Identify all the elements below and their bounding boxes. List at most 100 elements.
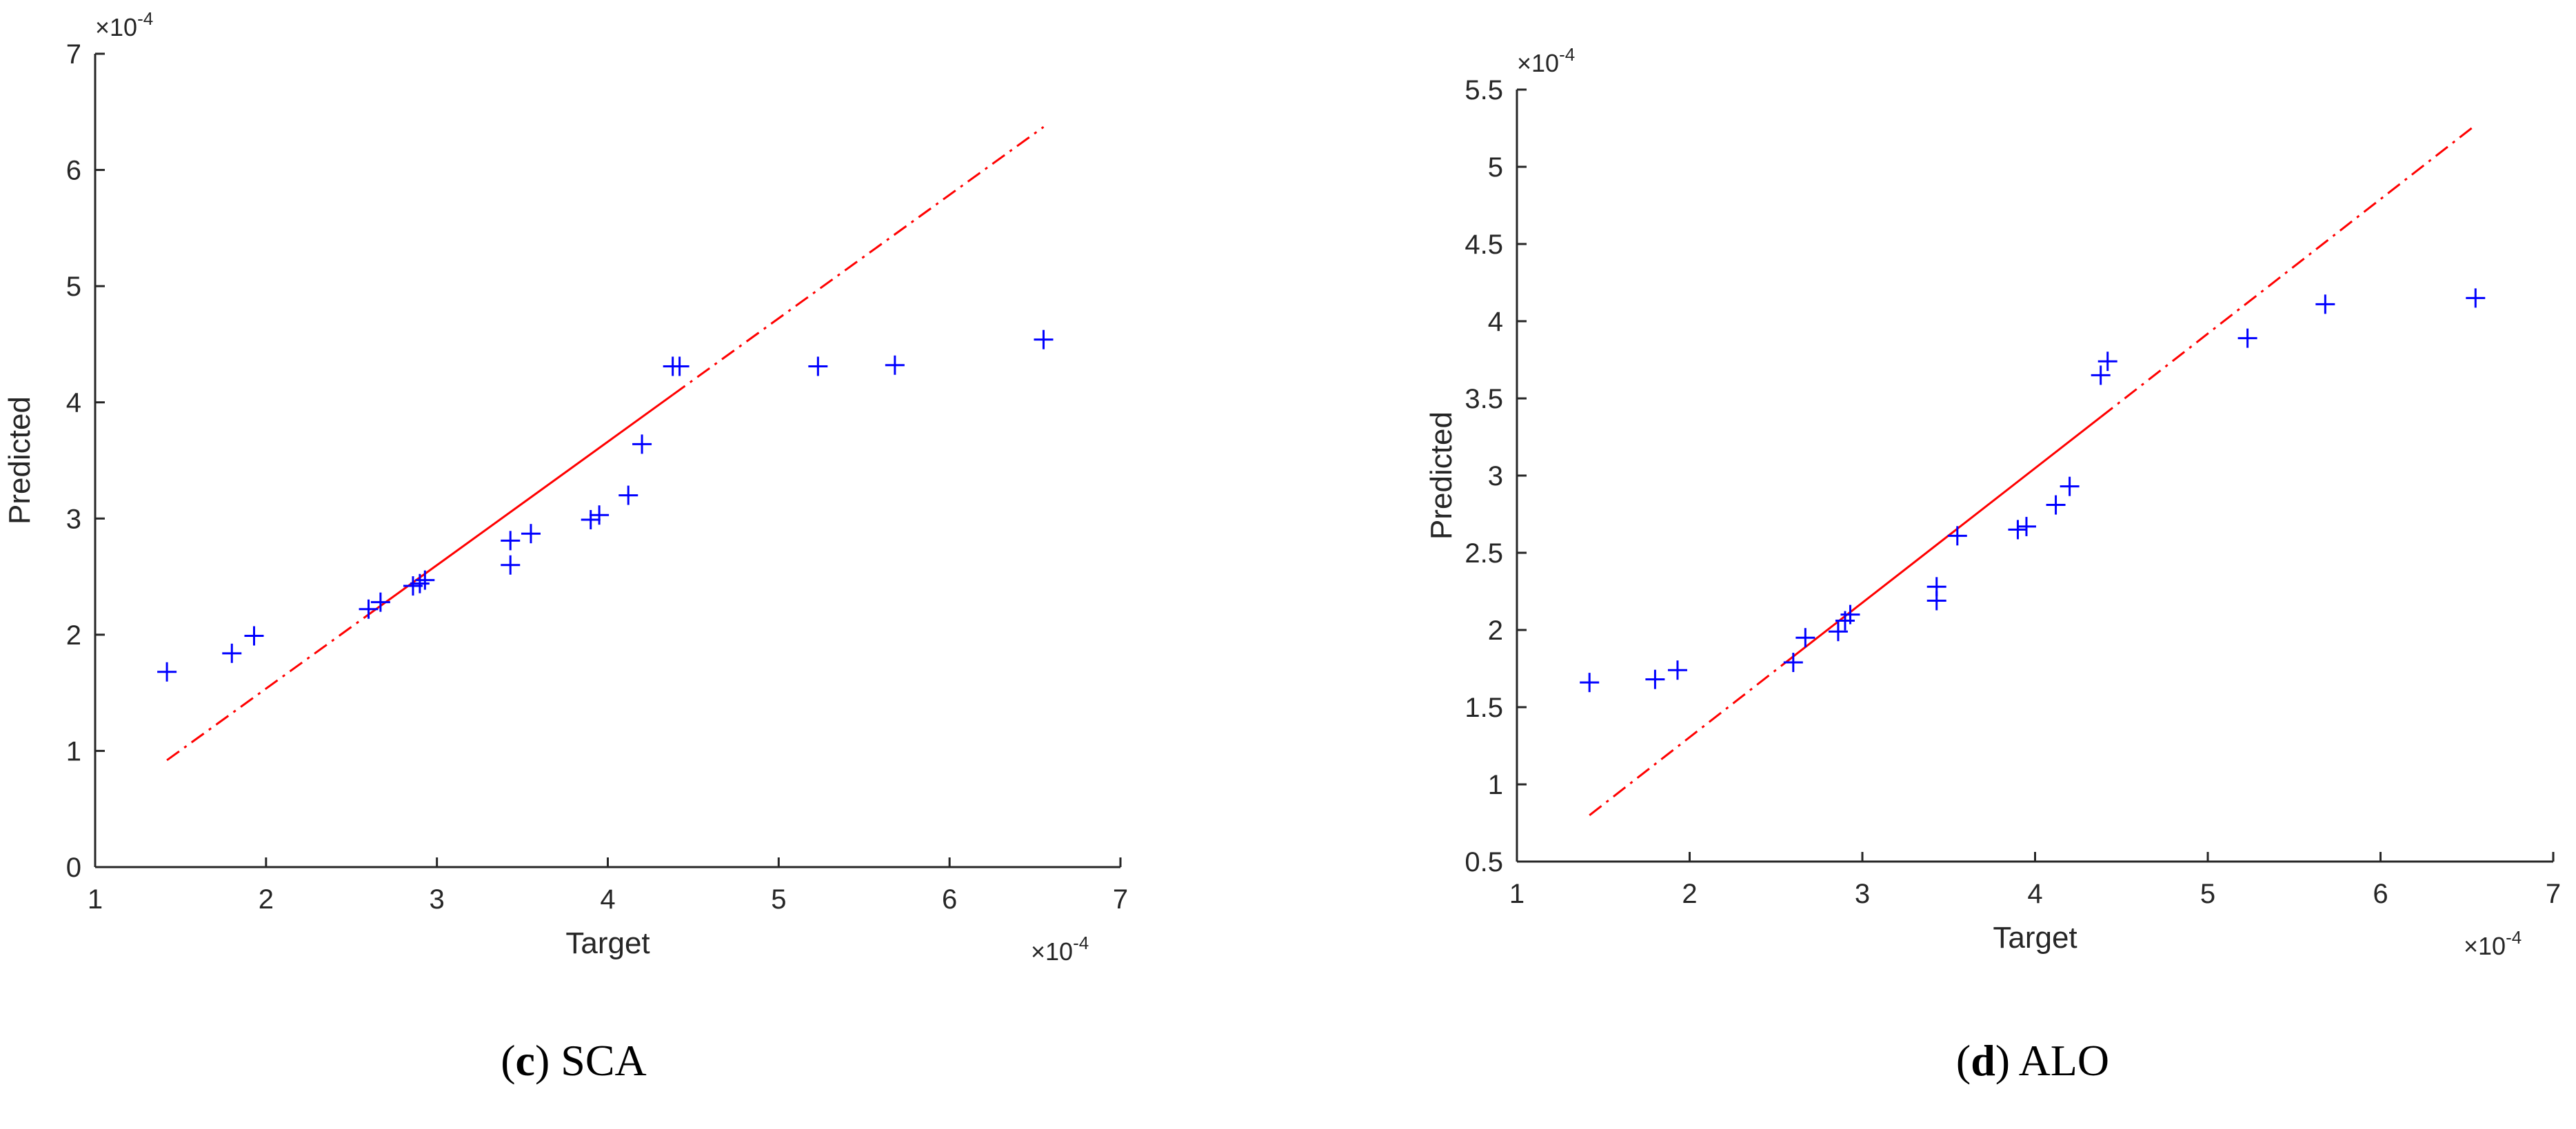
x-tick-label: 3 — [430, 884, 445, 915]
caption-close-paren: ) — [1995, 1036, 2019, 1085]
data-point — [1795, 628, 1815, 648]
data-point — [632, 434, 652, 454]
y-tick-label: 2 — [1488, 616, 1503, 646]
data-point — [670, 356, 690, 376]
y-axis-title: Predicted — [1425, 411, 1458, 540]
data-point — [590, 505, 610, 525]
x-tick-label: 7 — [2546, 879, 2561, 909]
data-point — [370, 592, 390, 612]
fit-line-dashed-high — [2100, 124, 2477, 418]
x-exponent-label: ×10-4 — [1031, 933, 1089, 966]
y-axis-title: Predicted — [3, 396, 37, 525]
fit-line-dashed-low — [166, 613, 370, 762]
caption-text: ALO — [2019, 1036, 2110, 1085]
y-tick-label: 4 — [66, 388, 81, 418]
x-exponent-power: -4 — [2506, 927, 2522, 948]
data-point — [1034, 329, 1054, 349]
data-point — [1783, 653, 1803, 673]
data-point — [1667, 660, 1687, 680]
data-point — [2060, 476, 2080, 496]
data-point — [1926, 577, 1946, 597]
y-tick-label: 1 — [1488, 770, 1503, 800]
caption-open-paren: ( — [1956, 1036, 1971, 1085]
y-exponent-base: ×10 — [1517, 49, 1559, 77]
y-exponent-power: -4 — [1559, 44, 1575, 65]
data-point — [410, 573, 430, 593]
fit-line-solid — [368, 394, 674, 616]
y-tick-label: 2 — [66, 620, 81, 651]
x-tick-label: 6 — [942, 884, 957, 915]
x-axis-title: Target — [1993, 921, 2077, 955]
x-tick-label: 6 — [2373, 879, 2388, 909]
data-point — [2097, 352, 2117, 372]
data-point — [1840, 604, 1860, 624]
data-point — [1947, 526, 1967, 546]
data-point — [501, 531, 521, 551]
x-exponent-base: ×10 — [2464, 932, 2506, 960]
caption-letter: c — [516, 1036, 535, 1085]
x-exponent-power: -4 — [1073, 933, 1089, 953]
data-point — [2091, 365, 2111, 385]
y-exponent-power: -4 — [137, 8, 153, 29]
x-tick-label: 5 — [771, 884, 786, 915]
chart-sca: 1 2 3 4 5 6 701234567×10-4×10-4TargetPredicted… — [3, 8, 1128, 1085]
data-point — [2046, 495, 2066, 515]
data-point — [501, 555, 521, 575]
figure-caption: (d) ALO — [1956, 1036, 2109, 1085]
y-tick-label: 4.5 — [1465, 230, 1503, 260]
y-exponent-label: ×10-4 — [95, 8, 153, 41]
data-point — [415, 570, 435, 590]
y-tick-label: 3 — [1488, 461, 1503, 491]
y-tick-label: 0 — [66, 853, 81, 883]
y-exponent-base: ×10 — [95, 13, 137, 41]
data-point — [808, 356, 828, 376]
y-tick-label: 7 — [66, 39, 81, 70]
data-point — [2237, 328, 2257, 348]
y-tick-label: 0.5 — [1465, 847, 1503, 877]
data-point — [581, 509, 601, 529]
y-tick-label: 1 — [66, 736, 81, 766]
fit-line-dashed-low — [1589, 655, 1794, 816]
x-tick-label: 1 — [1509, 879, 1525, 909]
y-tick-label: 5.5 — [1465, 75, 1503, 105]
x-tick-label: 4 — [600, 884, 615, 915]
x-tick-label: 2 — [1682, 879, 1697, 909]
data-point — [1645, 669, 1665, 689]
y-tick-label: 5 — [1488, 152, 1503, 183]
data-point — [244, 626, 264, 646]
fit-line-dashed-high — [672, 125, 1045, 396]
x-exponent-base: ×10 — [1031, 937, 1073, 966]
data-point — [1580, 673, 1600, 693]
x-tick-label: 1 — [88, 884, 103, 915]
chart-alo: 1 2 3 4 5 6 70.511.522.533.544.555.5×10-4×10-4… — [1425, 44, 2561, 1085]
data-point — [2008, 520, 2028, 540]
x-tick-label: 2 — [259, 884, 274, 915]
caption-letter: d — [1971, 1036, 1995, 1085]
caption-text: SCA — [561, 1036, 647, 1085]
data-point — [2016, 516, 2036, 536]
x-exponent-label: ×10-4 — [2464, 927, 2522, 960]
y-exponent-label: ×10-4 — [1517, 44, 1575, 77]
x-tick-label: 5 — [2200, 879, 2215, 909]
data-point — [618, 485, 638, 505]
y-tick-label: 2.5 — [1465, 538, 1503, 569]
caption-open-paren: ( — [501, 1036, 515, 1085]
y-tick-label: 4 — [1488, 307, 1503, 337]
y-tick-label: 3.5 — [1465, 384, 1503, 414]
x-tick-label: 4 — [2027, 879, 2042, 909]
y-tick-label: 5 — [66, 272, 81, 302]
data-point — [2315, 294, 2335, 314]
data-point — [885, 355, 905, 375]
data-point — [359, 599, 379, 619]
data-point — [2466, 288, 2486, 308]
data-point — [521, 524, 541, 544]
y-tick-label: 1.5 — [1465, 693, 1503, 723]
data-point — [157, 662, 177, 682]
x-axis-title: Target — [565, 926, 650, 960]
data-point — [1828, 622, 1848, 642]
data-point — [222, 643, 242, 663]
caption-close-paren: ) — [535, 1036, 561, 1085]
figure-caption: (c) SCA — [501, 1036, 647, 1085]
x-tick-label: 3 — [1855, 879, 1870, 909]
